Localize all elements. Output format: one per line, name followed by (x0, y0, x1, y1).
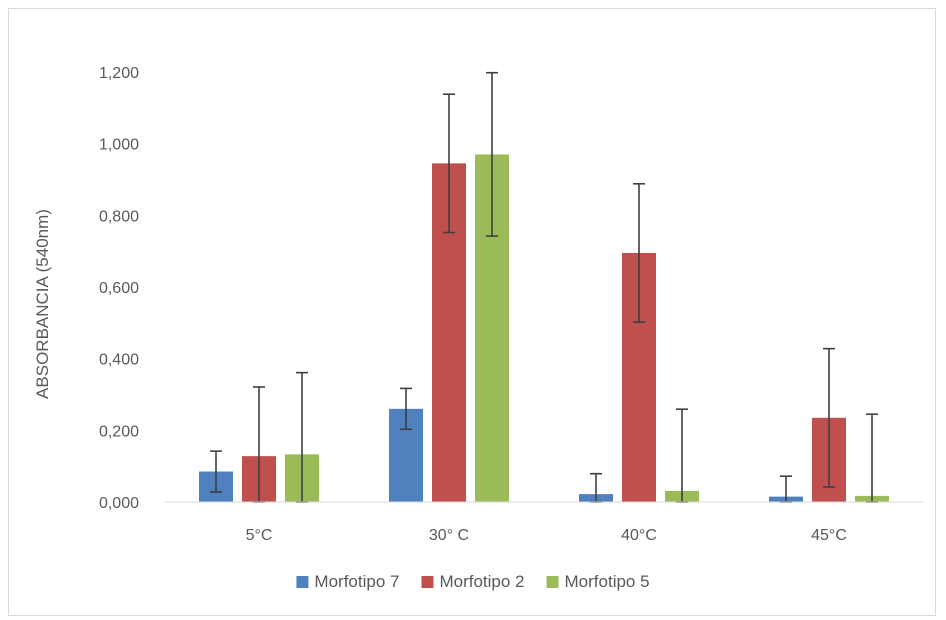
x-tick-label: 40°C (621, 527, 657, 544)
legend: Morfotipo 7 Morfotipo 2 Morfotipo 5 (296, 572, 650, 591)
error-bar (823, 347, 835, 488)
legend-swatch (296, 576, 309, 588)
error-bar (400, 387, 412, 431)
y-tick-label: 1,000 (99, 137, 139, 154)
chart-frame (8, 8, 936, 616)
x-tick-label: 5°C (246, 527, 273, 544)
error-bar (210, 450, 222, 493)
legend-label: Morfotipo 2 (439, 572, 524, 591)
x-tick-label: 30° C (429, 527, 469, 544)
y-tick-label: 1,200 (99, 65, 139, 82)
error-bar (633, 183, 645, 323)
y-tick-label: 0,800 (99, 208, 139, 225)
legend-swatch (421, 576, 434, 588)
y-axis: 0,000 0,200 0,400 0,600 0,800 1,000 1,200 (99, 65, 139, 512)
y-tick-label: 0,200 (99, 423, 139, 440)
legend-item-morfotipo-5: Morfotipo 5 (546, 572, 650, 591)
legend-swatch (546, 576, 559, 588)
error-bars (210, 71, 878, 503)
legend-item-morfotipo-7: Morfotipo 7 (296, 572, 399, 591)
legend-label: Morfotipo 7 (314, 572, 399, 591)
y-tick-label: 0,600 (99, 280, 139, 297)
error-bar (486, 71, 498, 237)
error-bar (676, 408, 688, 503)
x-axis: 5°C 30° C 40°C 45°C (246, 527, 847, 544)
legend-item-morfotipo-2: Morfotipo 2 (421, 572, 525, 591)
y-tick-label: 0,000 (99, 495, 139, 512)
error-bar (866, 413, 878, 503)
x-tick-label: 45°C (811, 527, 847, 544)
y-tick-label: 0,400 (99, 352, 139, 369)
y-axis-label: ABSORBANCIA (540nm) (33, 209, 52, 399)
legend-label: Morfotipo 5 (565, 572, 650, 591)
error-bar (443, 93, 455, 234)
